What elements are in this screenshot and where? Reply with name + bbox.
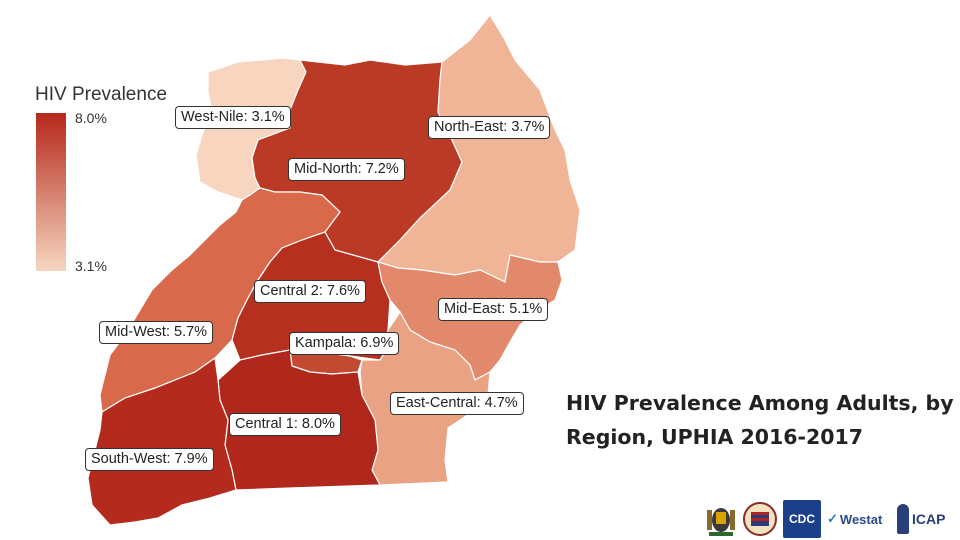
label-central-1: Central 1: 8.0% [229,413,341,436]
westat-logo: ✓ Westat [827,500,891,538]
label-central-2: Central 2: 7.6% [254,280,366,303]
icap-figure-icon [897,504,909,534]
icap-logo-text: ICAP [912,511,946,527]
legend-min-label: 3.1% [75,258,107,274]
label-west-nile: West-Nile: 3.1% [175,106,291,129]
icap-logo: ICAP [897,500,951,538]
pepfar-logo [743,502,777,536]
legend-max-label: 8.0% [75,110,107,126]
label-mid-north: Mid-North: 7.2% [288,158,405,181]
cdc-logo: CDC [783,500,821,538]
label-mid-west: Mid-West: 5.7% [99,321,214,344]
label-kampala: Kampala: 6.9% [289,332,400,355]
label-south-west: South-West: 7.9% [85,448,214,471]
label-mid-east: Mid-East: 5.1% [438,298,549,321]
region-south-west[interactable] [87,356,237,526]
legend-title: HIV Prevalence [35,84,168,105]
westat-check-icon: ✓ [827,511,838,526]
legend-color-scale [36,113,66,271]
label-north-east: North-East: 3.7% [428,116,551,139]
uganda-coat-of-arms-logo [707,508,735,536]
label-east-central: East-Central: 4.7% [390,392,524,415]
slide-title: HIV Prevalence Among Adults, by Region, … [566,391,954,449]
westat-logo-text: Westat [839,511,883,527]
